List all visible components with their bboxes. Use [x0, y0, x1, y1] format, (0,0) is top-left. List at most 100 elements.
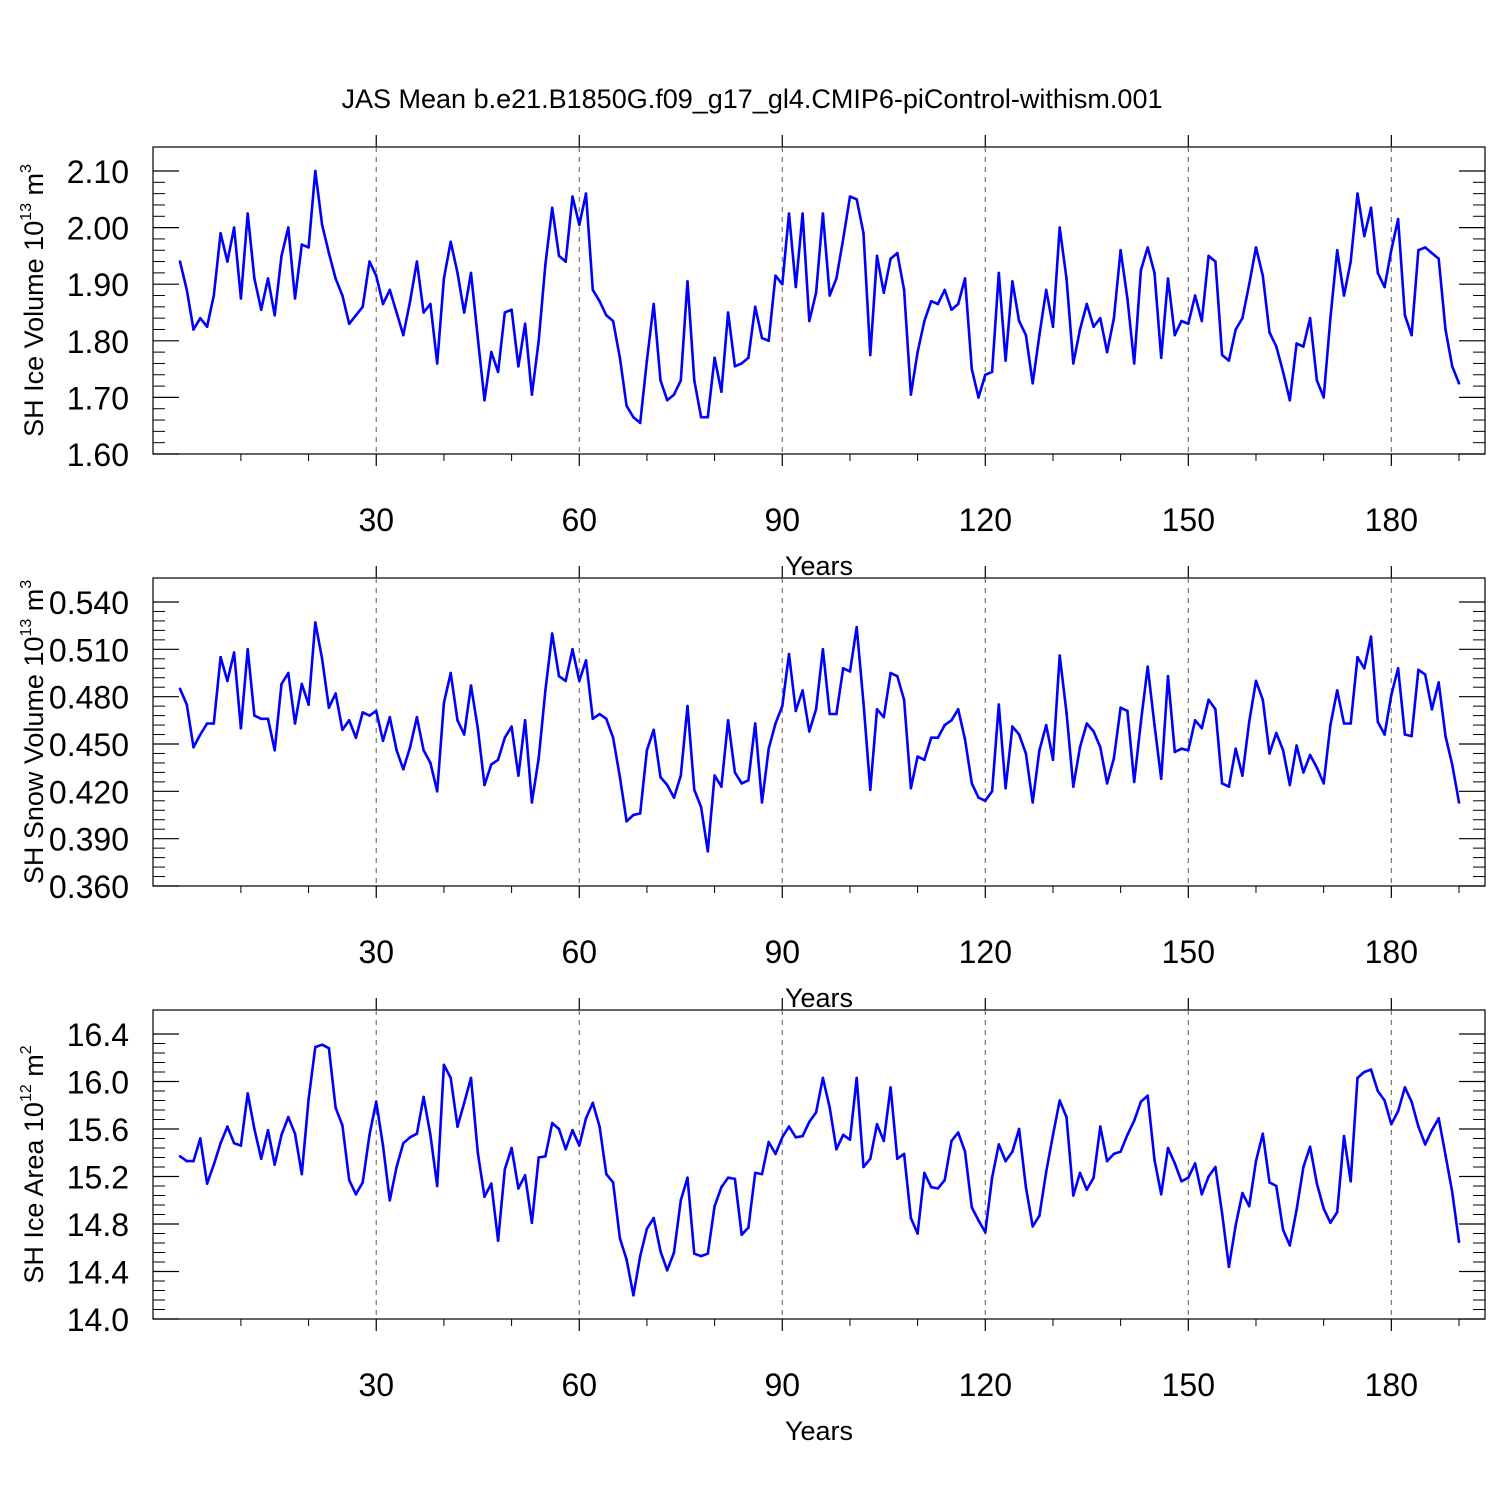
- data-point: [1261, 274, 1265, 278]
- data-point: [977, 796, 980, 799]
- data-point: [253, 714, 256, 717]
- data-point: [1342, 722, 1346, 725]
- data-point: [307, 703, 310, 706]
- data-point: [638, 421, 642, 425]
- data-point: [767, 747, 770, 750]
- data-point: [537, 756, 540, 760]
- data-point: [402, 333, 405, 337]
- data-point: [388, 1199, 392, 1202]
- data-point: [1011, 725, 1014, 728]
- data-point: [862, 232, 865, 235]
- y-tick-label: 0.510: [49, 632, 129, 668]
- data-point: [699, 1254, 703, 1258]
- data-point: [665, 398, 669, 402]
- data-point: [1193, 719, 1197, 722]
- data-point: [1281, 749, 1285, 752]
- data-point: [720, 390, 723, 394]
- data-point: [1132, 362, 1136, 365]
- data-point: [652, 728, 655, 732]
- data-point: [855, 625, 858, 629]
- data-point: [456, 719, 459, 722]
- data-point: [476, 726, 480, 730]
- data-point: [1187, 1176, 1190, 1179]
- data-point: [523, 322, 527, 326]
- data-point: [1241, 316, 1244, 320]
- data-point: [259, 717, 263, 721]
- data-point: [266, 1128, 270, 1132]
- data-point: [753, 1171, 757, 1175]
- data-point: [395, 749, 398, 752]
- data-point: [1173, 333, 1177, 337]
- data-point: [997, 703, 1001, 706]
- data-point: [232, 226, 236, 229]
- data-point: [1214, 1165, 1217, 1169]
- data-point: [374, 709, 378, 713]
- data-point: [598, 1125, 601, 1128]
- data-point: [199, 316, 202, 320]
- data-point: [1315, 766, 1319, 769]
- data-point: [1024, 752, 1028, 755]
- data-point: [537, 1156, 540, 1159]
- y-axis-label-unit: m: [19, 173, 49, 203]
- data-point: [1193, 294, 1197, 297]
- data-point: [1207, 698, 1210, 702]
- y-tick-label: 14.8: [67, 1207, 129, 1243]
- data-point: [1159, 1193, 1163, 1196]
- data-point: [1417, 248, 1420, 252]
- y-axis-label-exponent: 13: [18, 203, 35, 221]
- data-point: [713, 774, 716, 777]
- data-point: [1356, 1076, 1359, 1080]
- y-tick-label: 0.540: [49, 585, 129, 621]
- data-point: [1227, 359, 1231, 362]
- data-point: [632, 813, 635, 817]
- x-tick-label: 120: [959, 1367, 1012, 1403]
- data-point: [1342, 1134, 1346, 1138]
- data-point: [936, 736, 940, 739]
- data-point: [598, 712, 601, 716]
- data-point: [564, 1147, 567, 1151]
- data-point: [1092, 730, 1095, 733]
- data-point: [1031, 1225, 1034, 1228]
- data-point: [1187, 322, 1190, 326]
- data-point: [997, 1143, 1001, 1146]
- data-point: [801, 1134, 804, 1138]
- y-tick-label: 1.70: [67, 380, 129, 416]
- data-point: [1302, 1165, 1305, 1169]
- data-point: [794, 709, 798, 713]
- data-point: [192, 745, 195, 749]
- data-point: [902, 698, 906, 702]
- data-point: [1234, 1223, 1237, 1227]
- data-point: [1173, 750, 1177, 754]
- data-point: [435, 362, 439, 365]
- data-point: [205, 1182, 209, 1185]
- data-point: [1132, 1119, 1136, 1122]
- data-point: [1281, 1228, 1285, 1232]
- y-axis-label-text: SH Snow Volume 10: [19, 637, 49, 885]
- x-tick-label: 180: [1365, 934, 1418, 970]
- data-point: [679, 774, 683, 777]
- data-point: [855, 198, 858, 201]
- data-point: [909, 393, 913, 396]
- data-point: [1105, 1159, 1109, 1163]
- data-point: [517, 1187, 520, 1190]
- data-point: [720, 785, 723, 788]
- y-axis-label-exponent: 12: [18, 1084, 35, 1102]
- y-axis-label-unit: m: [19, 1054, 49, 1084]
- data-point: [476, 336, 480, 340]
- x-tick-label: 60: [561, 1367, 597, 1403]
- data-point: [1423, 246, 1427, 249]
- data-point: [442, 1063, 446, 1067]
- data-point: [814, 291, 818, 295]
- data-point: [950, 308, 953, 312]
- data-point: [977, 396, 980, 399]
- data-point: [1051, 758, 1055, 762]
- data-point: [1315, 379, 1319, 382]
- data-point: [1072, 785, 1075, 788]
- data-point: [239, 297, 243, 300]
- data-point: [537, 339, 540, 343]
- data-point: [923, 758, 926, 762]
- data-point: [442, 701, 446, 705]
- data-point: [1214, 260, 1217, 263]
- x-tick-label: 30: [358, 502, 394, 538]
